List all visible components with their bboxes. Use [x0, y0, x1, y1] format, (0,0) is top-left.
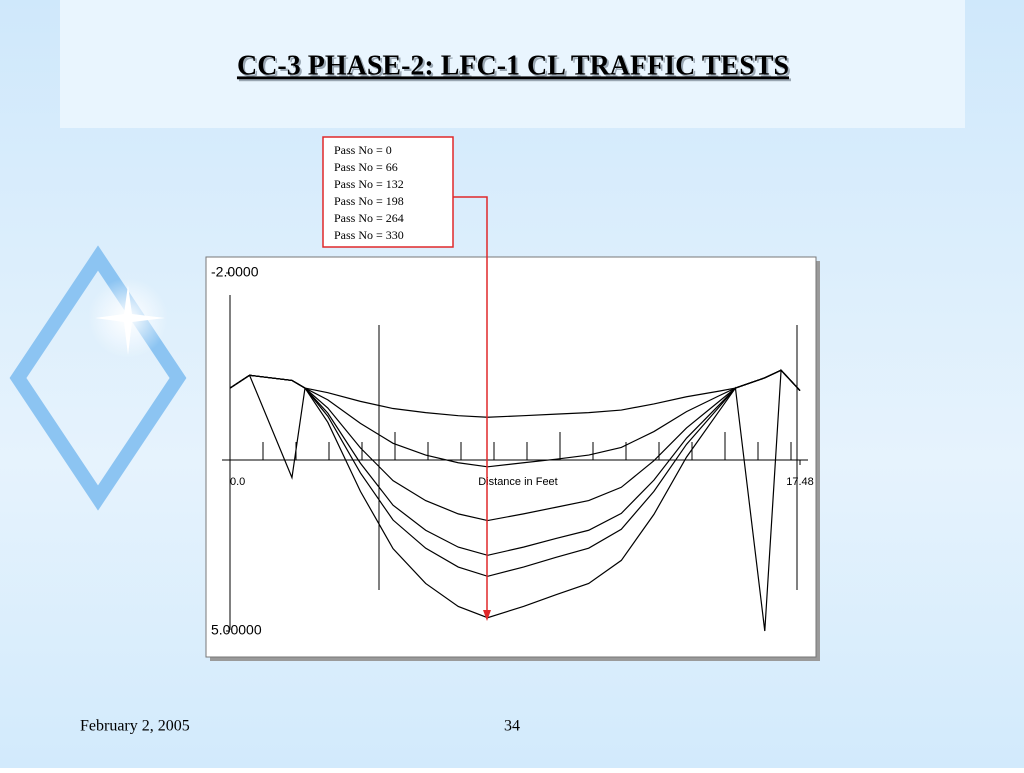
- x-tick-label: 0.0: [230, 476, 245, 488]
- title-banner: [60, 0, 965, 128]
- slide-title: CC-3 PHASE-2: LFC-1 CL TRAFFIC TESTS: [237, 50, 789, 81]
- title-shadow: CC-3 PHASE-2: LFC-1 CL TRAFFIC TESTS: [239, 52, 791, 83]
- legend-entry: Pass No = 0: [334, 143, 392, 157]
- plot: -2.0000 5.00000 0.0 17.48: [211, 264, 814, 638]
- legend-box: [322, 136, 454, 248]
- series-line: [229, 369, 801, 468]
- legend-entry: Pass No = 132: [334, 177, 404, 191]
- legend-entry: Pass No = 264: [334, 211, 404, 225]
- y-tick-label: 5.00000: [211, 622, 262, 638]
- series-line: [229, 369, 801, 522]
- diamond-decoration: [9, 245, 187, 511]
- arrow-head: [483, 610, 491, 621]
- annotation-arrow: [453, 196, 488, 616]
- series-line: [229, 369, 801, 480]
- plot-area: [205, 256, 817, 658]
- series-line: [229, 368, 801, 632]
- footer-date: February 2, 2005: [80, 718, 190, 735]
- legend-entry: Pass No = 66: [334, 160, 398, 174]
- series-line: [229, 369, 801, 577]
- legend-entry: Pass No = 330: [334, 228, 404, 242]
- page-number: 34: [504, 718, 520, 735]
- legend-entry: Pass No = 198: [334, 194, 404, 208]
- x-axis-label: Distance in Feet: [478, 476, 557, 488]
- x-tick-label: 17.48: [786, 476, 814, 488]
- y-tick-label: -2.0000: [211, 264, 259, 280]
- legend: Pass No = 0 Pass No = 66 Pass No = 132 Pass…: [334, 143, 404, 242]
- minor-ticks: [229, 432, 792, 460]
